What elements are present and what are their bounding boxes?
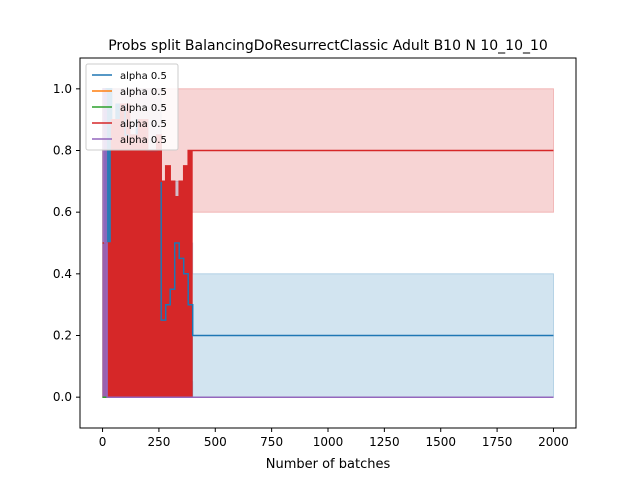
x-tick-label: 1000 bbox=[313, 435, 344, 449]
y-tick-label: 0.0 bbox=[53, 390, 72, 404]
legend-label: alpha 0.5 bbox=[120, 119, 167, 130]
y-tick-label: 0.2 bbox=[53, 329, 72, 343]
legend-box bbox=[85, 63, 179, 151]
legend-label: alpha 0.5 bbox=[120, 71, 167, 82]
legend: alpha 0.5 alpha 0.5 alpha 0.5 alpha 0.5 alph… bbox=[85, 63, 179, 151]
x-tick-label: 1250 bbox=[369, 435, 400, 449]
y-tick-label: 0.8 bbox=[53, 144, 72, 158]
chart-title: Probs split BalancingDoResurrectClassic … bbox=[108, 38, 548, 54]
x-tick-label: 500 bbox=[204, 435, 227, 449]
x-tick-label: 2000 bbox=[538, 435, 569, 449]
y-tick-label: 1.0 bbox=[53, 82, 72, 96]
x-tick-label: 750 bbox=[260, 435, 283, 449]
legend-label: alpha 0.5 bbox=[120, 87, 167, 98]
y-tick-label: 0.4 bbox=[53, 267, 72, 281]
y-tick-label: 0.6 bbox=[53, 205, 72, 219]
x-axis: 0 250 500 750 1000 1250 1500 1750 2000 bbox=[99, 428, 569, 449]
legend-label: alpha 0.5 bbox=[120, 135, 167, 146]
x-tick-label: 0 bbox=[99, 435, 107, 449]
x-tick-label: 1750 bbox=[482, 435, 513, 449]
legend-label: alpha 0.5 bbox=[120, 103, 167, 114]
x-tick-label: 1500 bbox=[425, 435, 456, 449]
y-axis: 0.0 0.2 0.4 0.6 0.8 1.0 bbox=[53, 82, 80, 404]
x-axis-label: Number of batches bbox=[266, 457, 391, 472]
x-tick-label: 250 bbox=[147, 435, 170, 449]
